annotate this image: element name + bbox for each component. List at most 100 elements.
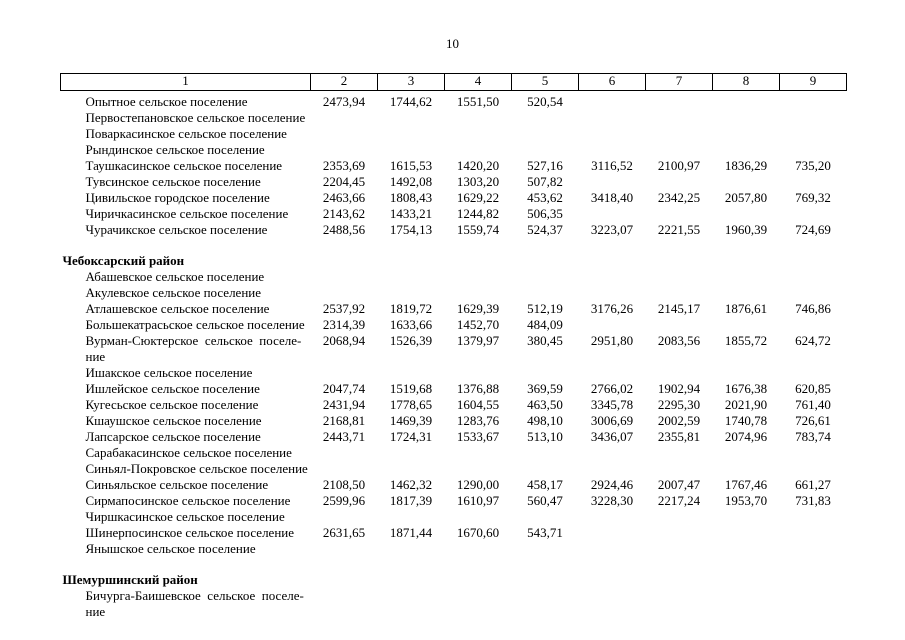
table-row: Сарабакасинское сельское поселение: [61, 445, 847, 461]
value-cell: 726,61: [795, 413, 831, 428]
value-cell: [646, 110, 713, 126]
value-cell: [579, 525, 646, 541]
table-row: Первостепановское сельское поселение: [61, 110, 847, 126]
section-row: Шемуршинский район: [61, 557, 847, 588]
value-cell: [646, 461, 713, 477]
value-cell: 560,47: [527, 493, 563, 508]
value-cell: 761,40: [795, 397, 831, 412]
value-cell: 1610,97: [456, 493, 500, 508]
value-cell: [512, 126, 579, 142]
settlement-name: Акулевское сельское поселение: [85, 285, 262, 300]
value-cell: 2951,80: [590, 333, 634, 348]
column-header: 5: [511, 73, 579, 91]
value-cell: [579, 126, 646, 142]
value-cell: 2074,96: [724, 429, 768, 444]
value-cell: 3176,26: [590, 301, 634, 316]
column-header: 1: [60, 73, 311, 91]
value-cell: 2002,59: [657, 413, 701, 428]
value-cell: [646, 588, 713, 620]
value-cell: [579, 285, 646, 301]
value-cell: 1244,82: [456, 206, 500, 221]
table-row: Рындинское сельское поселение: [61, 142, 847, 158]
value-cell: [780, 317, 847, 333]
value-cell: [311, 110, 378, 126]
value-cell: [378, 126, 445, 142]
settlement-name: Шинерпосинское сельское поселение: [85, 525, 295, 540]
table-row: Чиршкасинское сельское поселение: [61, 509, 847, 525]
value-cell: [512, 365, 579, 381]
value-cell: [646, 509, 713, 525]
value-cell: [713, 365, 780, 381]
value-cell: [311, 588, 378, 620]
value-cell: 2355,81: [657, 429, 701, 444]
value-cell: 2342,25: [657, 190, 701, 205]
value-cell: [780, 461, 847, 477]
table-row: Янышское сельское поселение: [61, 541, 847, 557]
value-cell: [311, 461, 378, 477]
value-cell: [311, 509, 378, 525]
table-row: Цивильское городское поселение 2463,66 180…: [61, 190, 847, 206]
value-cell: 506,35: [527, 206, 563, 221]
value-cell: [311, 269, 378, 285]
value-cell: [780, 541, 847, 557]
value-cell: [780, 91, 847, 111]
value-cell: 2488,56: [322, 222, 366, 237]
value-cell: 1379,97: [456, 333, 500, 348]
table-row: Тувсинское сельское поселение 2204,45 1492…: [61, 174, 847, 190]
value-cell: [311, 142, 378, 158]
settlement-name: Чурачикское сельское поселение: [85, 222, 268, 237]
value-cell: [579, 461, 646, 477]
value-cell: [378, 285, 445, 301]
value-cell: 369,59: [527, 381, 563, 396]
column-header: 9: [779, 73, 847, 91]
value-cell: 1817,39: [389, 493, 433, 508]
value-cell: 2473,94: [322, 94, 366, 109]
value-cell: 1615,53: [389, 158, 433, 173]
value-cell: [378, 445, 445, 461]
value-cell: 735,20: [795, 158, 831, 173]
value-cell: [713, 206, 780, 222]
section-title: Шемуршинский район: [62, 572, 198, 587]
value-cell: [512, 142, 579, 158]
value-cell: [713, 269, 780, 285]
settlement-name: Чиричкасинское сельское поселение: [85, 206, 289, 221]
section-title: Чебоксарский район: [62, 253, 185, 268]
value-cell: [713, 285, 780, 301]
value-cell: [713, 110, 780, 126]
value-cell: 3436,07: [590, 429, 634, 444]
value-cell: 513,10: [527, 429, 563, 444]
value-cell: 1551,50: [456, 94, 500, 109]
table-row: Кшаушское сельское поселение 2168,81 1469,…: [61, 413, 847, 429]
table-row: Атлашевское сельское поселение 2537,92 181…: [61, 301, 847, 317]
value-cell: 1433,21: [389, 206, 433, 221]
value-cell: 2204,45: [322, 174, 366, 189]
table-row: Синьяльское сельское поселение 2108,50 146…: [61, 477, 847, 493]
value-cell: 1526,39: [389, 333, 433, 348]
table-row: Ишлейское сельское поселение 2047,74 1519,…: [61, 381, 847, 397]
value-cell: 1283,76: [456, 413, 500, 428]
value-cell: [713, 317, 780, 333]
settlement-name: Вурман-Сюктерское сельское поселе- ние: [85, 333, 302, 364]
value-cell: 1519,68: [389, 381, 433, 396]
value-cell: 1492,08: [389, 174, 433, 189]
value-cell: 1420,20: [456, 158, 500, 173]
value-cell: 1376,88: [456, 381, 500, 396]
table-row: Абашевское сельское поселение: [61, 269, 847, 285]
value-cell: [579, 91, 646, 111]
value-cell: 2537,92: [322, 301, 366, 316]
value-cell: [512, 445, 579, 461]
value-cell: 1778,65: [389, 397, 433, 412]
value-cell: [646, 541, 713, 557]
value-cell: 458,17: [527, 477, 563, 492]
settlement-name: Опытное сельское поселение: [85, 94, 248, 109]
value-cell: [780, 110, 847, 126]
value-cell: 746,86: [795, 301, 831, 316]
value-cell: [780, 142, 847, 158]
value-cell: 3006,69: [590, 413, 634, 428]
settlement-name: Янышское сельское поселение: [85, 541, 256, 556]
value-cell: 453,62: [527, 190, 563, 205]
table-row: Ишакское сельское поселение: [61, 365, 847, 381]
value-cell: [646, 365, 713, 381]
value-cell: 2057,80: [724, 190, 768, 205]
